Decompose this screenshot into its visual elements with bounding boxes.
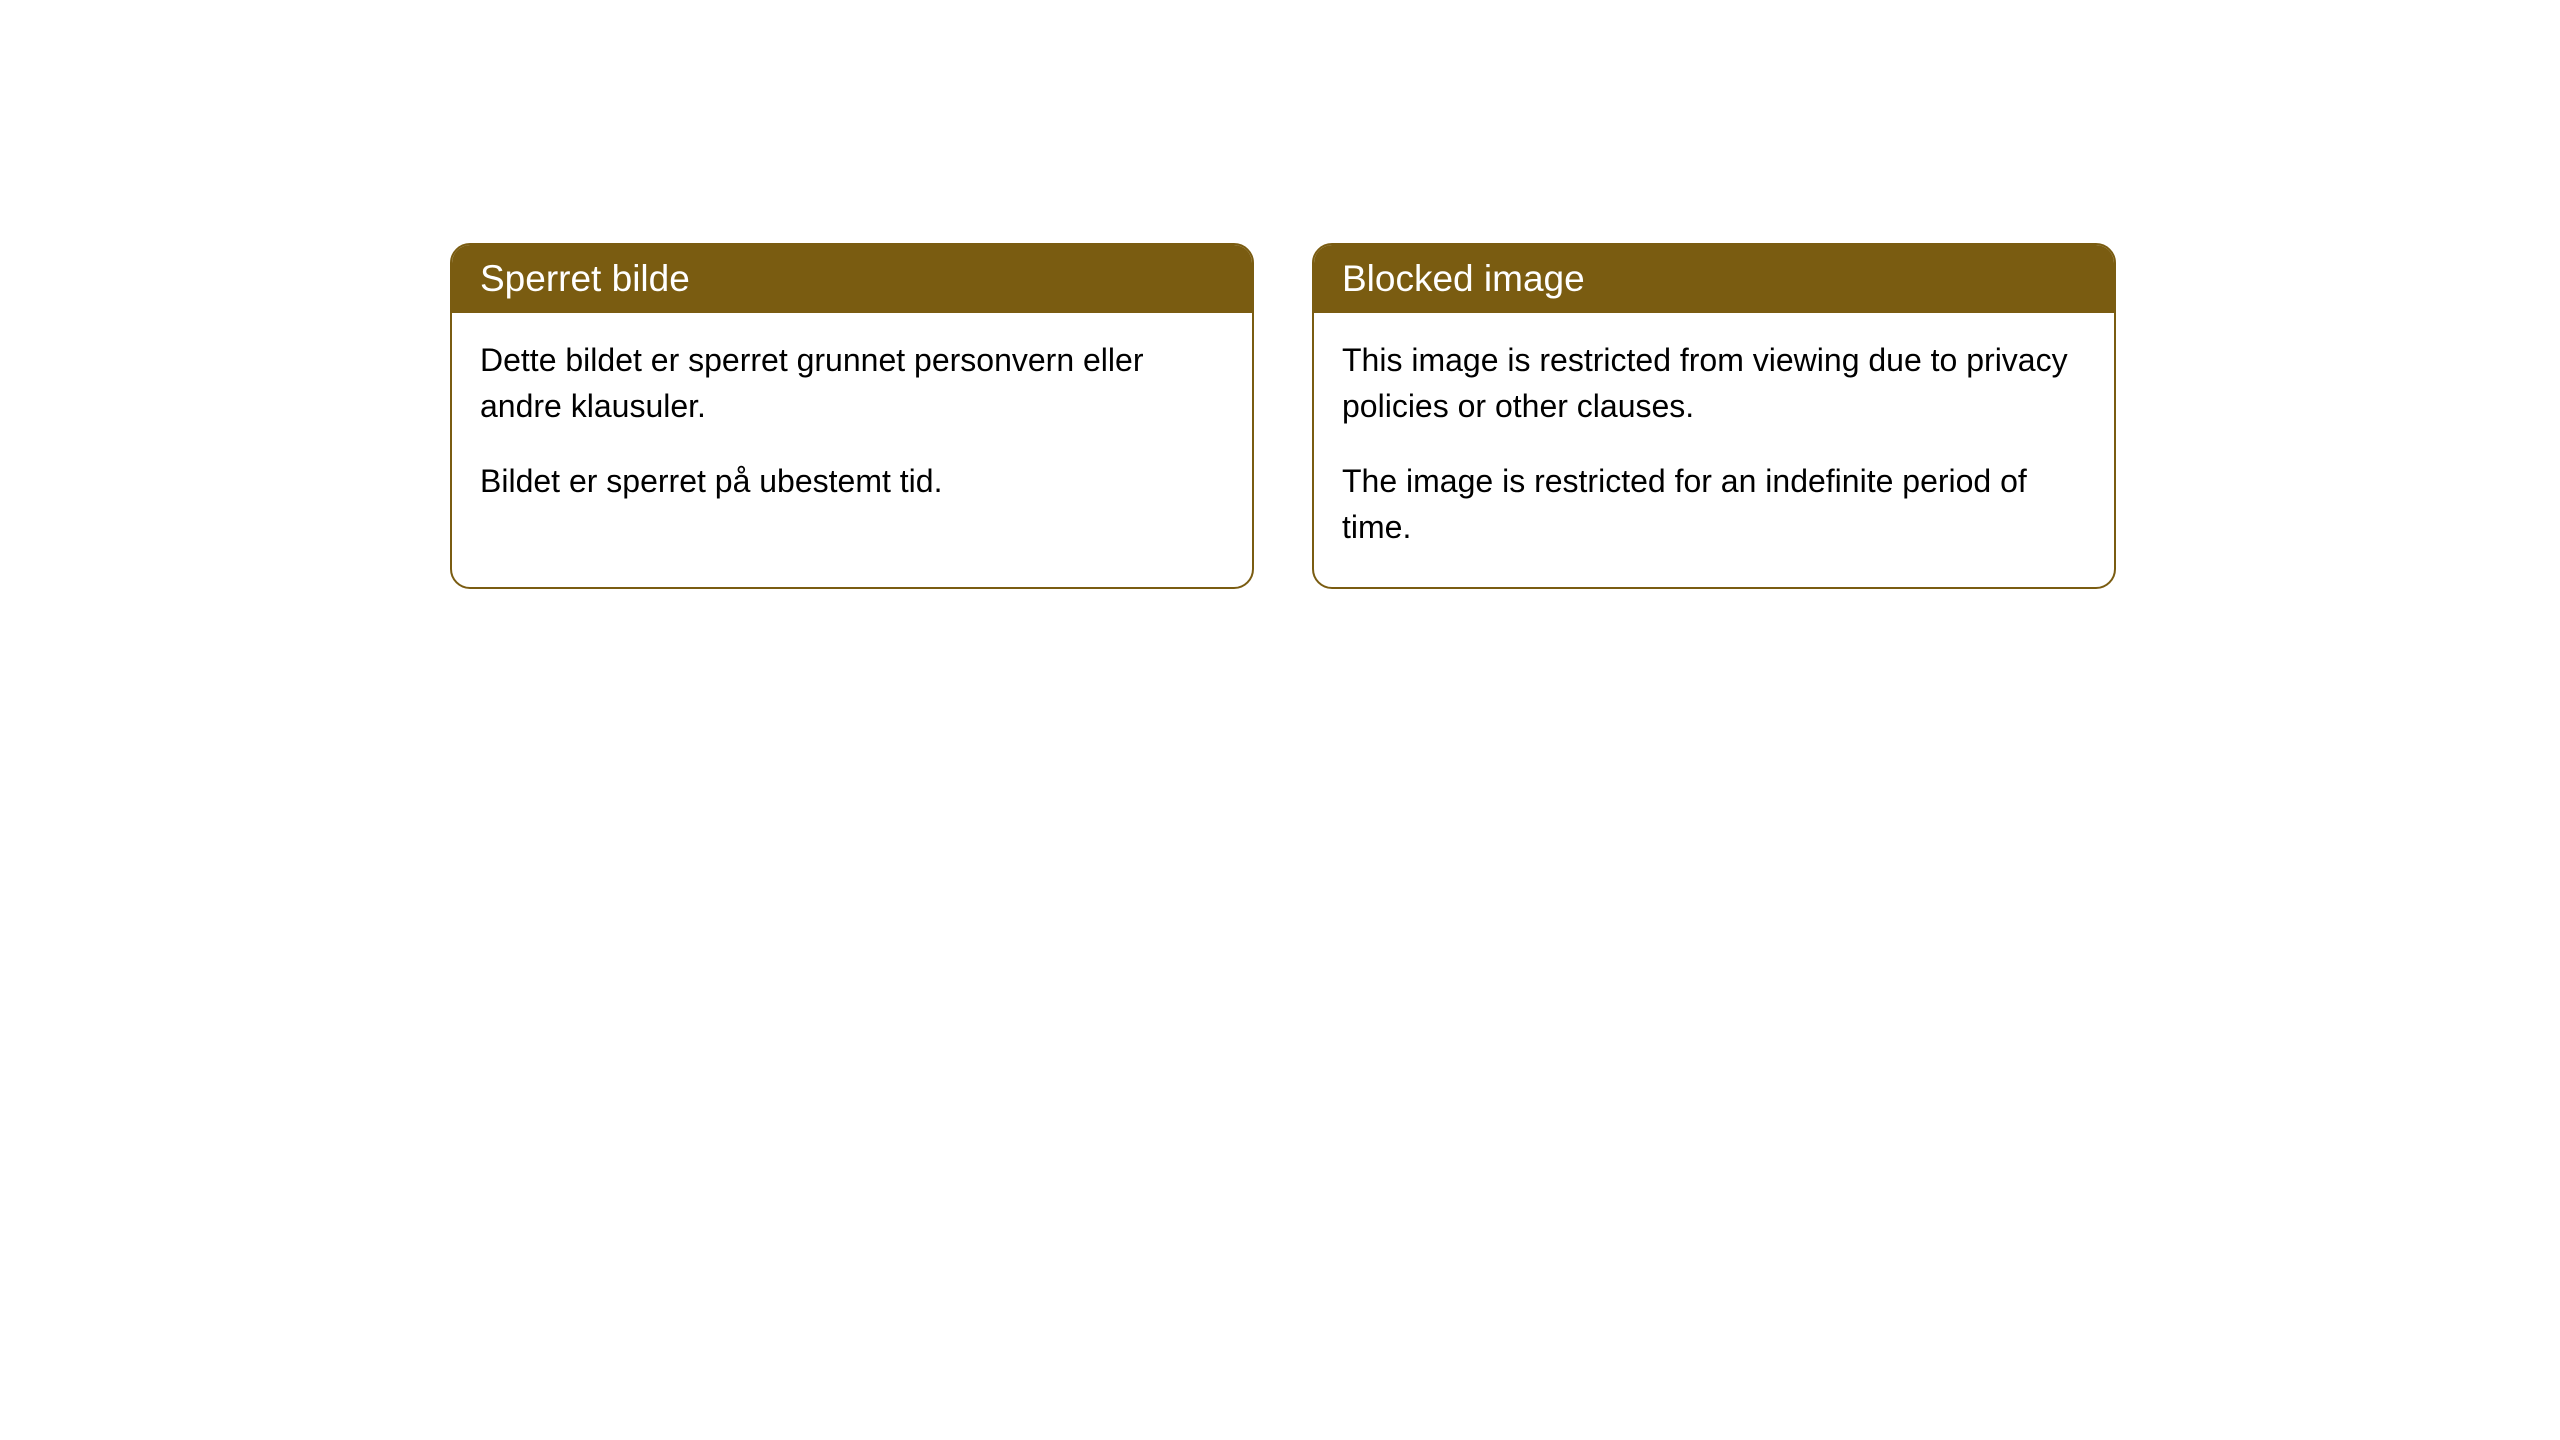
card-paragraph: The image is restricted for an indefinit… — [1342, 458, 2086, 551]
card-body: Dette bildet er sperret grunnet personve… — [452, 313, 1252, 540]
card-title: Sperret bilde — [480, 258, 690, 299]
card-header: Blocked image — [1314, 245, 2114, 313]
card-header: Sperret bilde — [452, 245, 1252, 313]
card-title: Blocked image — [1342, 258, 1585, 299]
card-paragraph: Dette bildet er sperret grunnet personve… — [480, 337, 1224, 430]
card-body: This image is restricted from viewing du… — [1314, 313, 2114, 587]
card-paragraph: This image is restricted from viewing du… — [1342, 337, 2086, 430]
notice-card-norwegian: Sperret bilde Dette bildet er sperret gr… — [450, 243, 1254, 589]
notice-card-english: Blocked image This image is restricted f… — [1312, 243, 2116, 589]
card-paragraph: Bildet er sperret på ubestemt tid. — [480, 458, 1224, 504]
notice-cards-container: Sperret bilde Dette bildet er sperret gr… — [450, 243, 2560, 589]
